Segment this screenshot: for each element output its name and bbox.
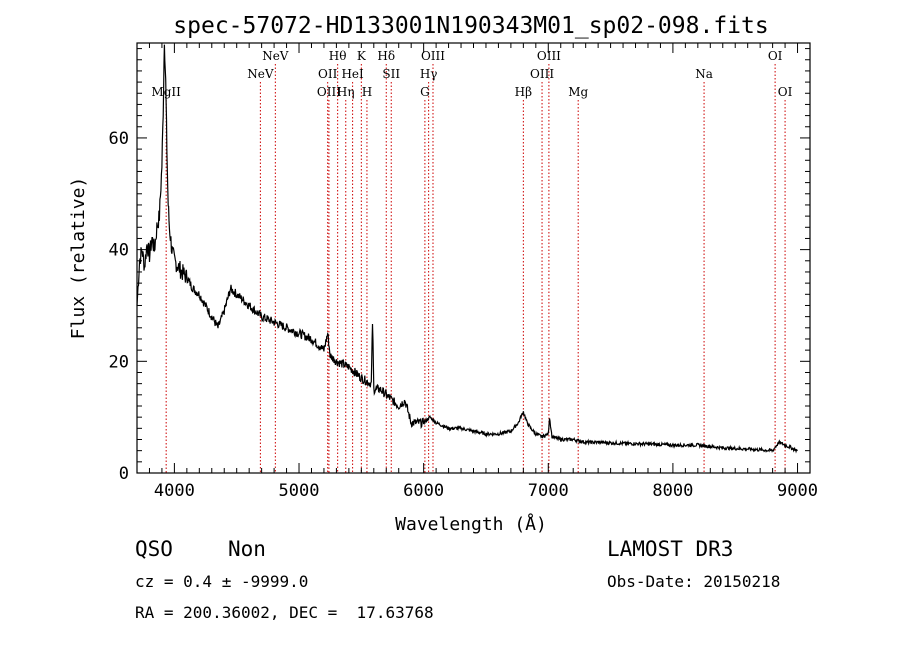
spectrum-line: [136, 44, 798, 454]
redshift-text: cz = 0.4 ± -9999.0: [135, 572, 309, 591]
coordinates-text: RA = 200.36002, DEC = 17.63768: [135, 603, 434, 622]
x-tick-label: 4000: [154, 481, 195, 501]
x-tick-label: 6000: [403, 481, 444, 501]
line-label: H: [362, 85, 372, 99]
line-label: Na: [695, 67, 713, 81]
line-label: NeV: [247, 67, 274, 81]
y-tick-label: 40: [109, 241, 129, 261]
line-label: Hγ: [420, 67, 438, 81]
line-label: Mg: [568, 85, 588, 99]
object-subclass: Non: [228, 537, 266, 561]
line-label: OIII: [537, 49, 561, 63]
line-label: G: [420, 85, 430, 99]
line-label: Hθ: [329, 49, 347, 63]
line-label: SII: [382, 67, 400, 81]
y-tick-label: 0: [119, 464, 129, 484]
obs-date: Obs-Date: 20150218: [607, 572, 781, 591]
line-label: K: [357, 49, 367, 63]
line-label: HeI: [341, 67, 364, 81]
line-markers: [165, 64, 786, 473]
line-label: OII: [318, 67, 338, 81]
x-tick-label: 9000: [777, 481, 818, 501]
y-axis: 0 20 40 60: [109, 48, 810, 484]
y-tick-label: 20: [109, 352, 129, 372]
x-tick-label: 5000: [279, 481, 320, 501]
line-label: Hβ: [515, 85, 532, 99]
plot-frame: [136, 42, 811, 474]
line-label: NeV: [262, 49, 289, 63]
line-label: Hδ: [377, 49, 395, 63]
line-label: OI: [768, 49, 783, 63]
x-tick-label: 7000: [528, 481, 569, 501]
line-label: OI: [778, 85, 793, 99]
x-axis: 4000 5000 6000 7000 8000 9000: [148, 43, 818, 501]
survey-label: LAMOST DR3: [607, 537, 734, 561]
y-axis-label: Flux (relative): [68, 177, 89, 340]
object-class: QSO: [135, 537, 173, 561]
chart-title: spec-57072-HD133001N190343M01_sp02-098.f…: [173, 13, 768, 39]
line-label: OIII: [530, 67, 554, 81]
x-axis-label: Wavelength (Å): [395, 513, 547, 535]
line-label: OIII: [317, 85, 341, 99]
line-label: Hη: [337, 85, 355, 99]
y-tick-label: 60: [109, 129, 129, 149]
x-tick-label: 8000: [652, 481, 693, 501]
line-label: OIII: [421, 49, 445, 63]
